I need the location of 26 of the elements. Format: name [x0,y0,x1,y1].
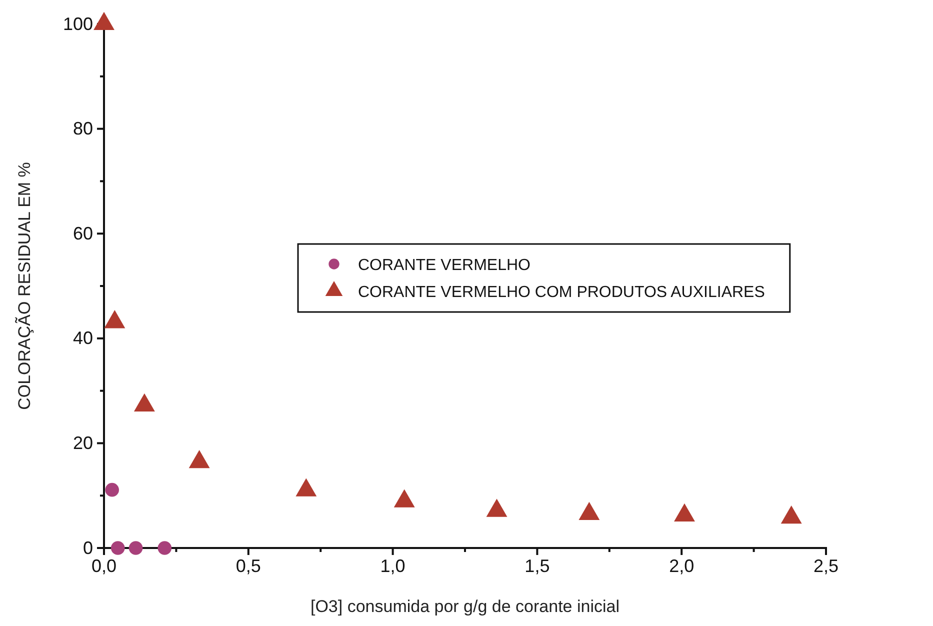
x-axis-title: [O3] consumida por g/g de corante inicial [310,597,620,616]
x-tick-label: 2,0 [669,556,694,576]
y-tick-label: 80 [72,118,93,139]
x-tick-label: 0,0 [91,556,117,576]
point [134,393,155,412]
y-tick-label: 20 [72,432,93,453]
x-tick-label: 0,5 [236,556,261,576]
y-axis-title: COLORAÇÃO RESIDUAL EM % [15,162,34,410]
y-tick-label: 100 [62,14,93,34]
y-tick-label: 0 [82,538,93,558]
point [394,489,415,508]
point [296,478,317,496]
point [188,450,210,468]
point [578,502,600,520]
point [674,503,695,522]
x-tick-label: 1,0 [380,556,406,576]
legend-label: CORANTE VERMELHO COM PRODUTOS AUXILIARES [358,284,765,301]
point [94,12,114,30]
legend-label: CORANTE VERMELHO [358,257,530,274]
point [486,498,508,517]
x-tick-label: 2,5 [813,556,839,576]
point [780,506,802,524]
y-tick-label: 60 [72,223,93,244]
y-tick-label: 40 [72,328,93,348]
point [104,310,126,328]
x-tick-label: 1,5 [524,556,550,576]
